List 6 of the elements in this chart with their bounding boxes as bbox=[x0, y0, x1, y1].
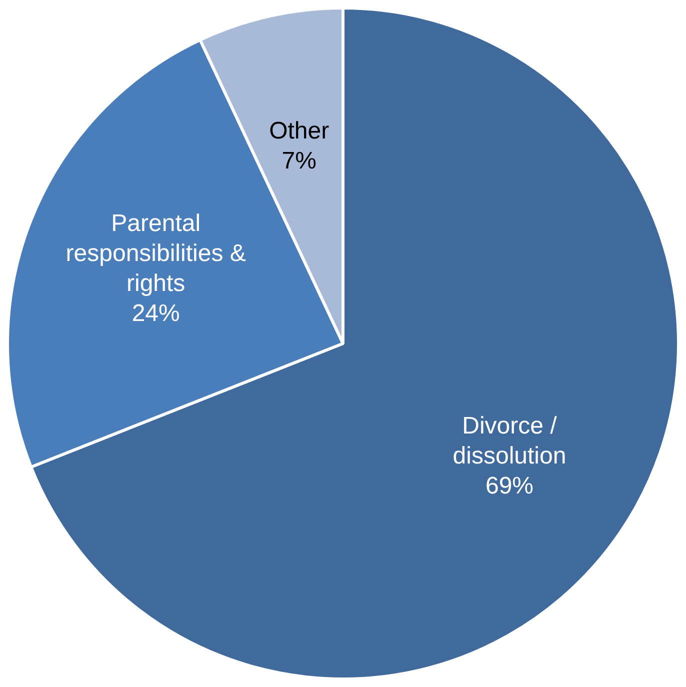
data-label: 69% bbox=[485, 472, 534, 500]
data-label: 24% bbox=[132, 300, 180, 328]
data-label: 7% bbox=[282, 148, 316, 175]
slice-label: Other bbox=[269, 118, 330, 145]
slice-label: Divorce / dissolution bbox=[452, 412, 566, 470]
slice-label: Parental responsibilities & rights bbox=[66, 210, 246, 298]
